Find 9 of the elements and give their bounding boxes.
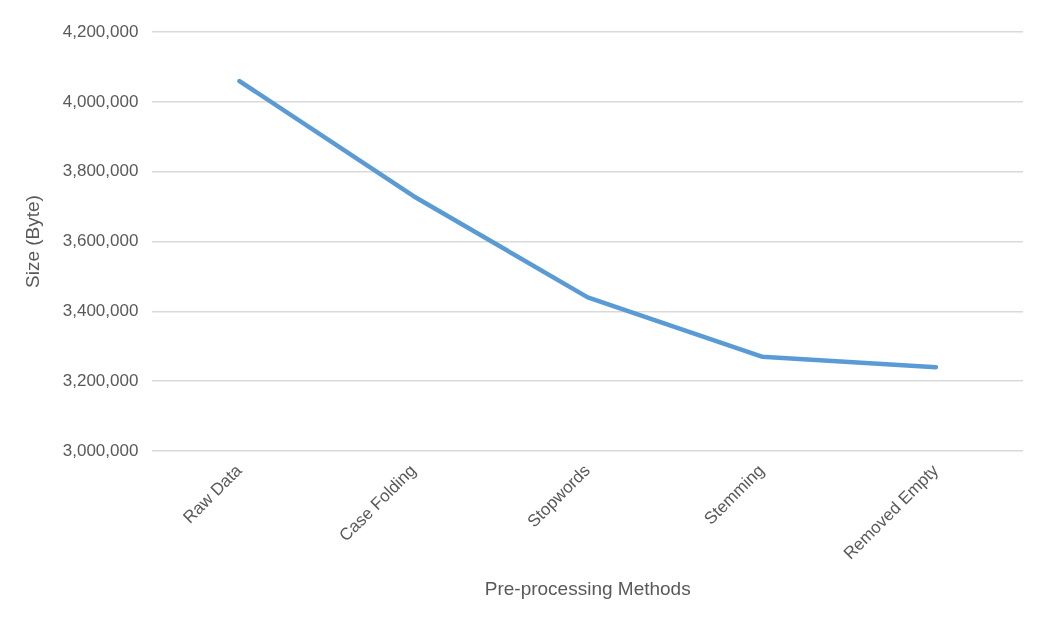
- y-tick-label: 3,600,000: [62, 231, 139, 251]
- y-tick-label: 4,000,000: [62, 91, 139, 111]
- y-tick-label: 3,400,000: [62, 301, 139, 321]
- y-tick-label: 3,000,000: [62, 440, 139, 460]
- x-axis-title: Pre-processing Methods: [484, 577, 691, 599]
- y-tick-label: 3,200,000: [62, 370, 139, 390]
- y-tick-label: 4,200,000: [62, 21, 139, 41]
- y-axis-title: Size (Byte): [21, 195, 43, 289]
- y-tick-label: 3,800,000: [62, 161, 139, 181]
